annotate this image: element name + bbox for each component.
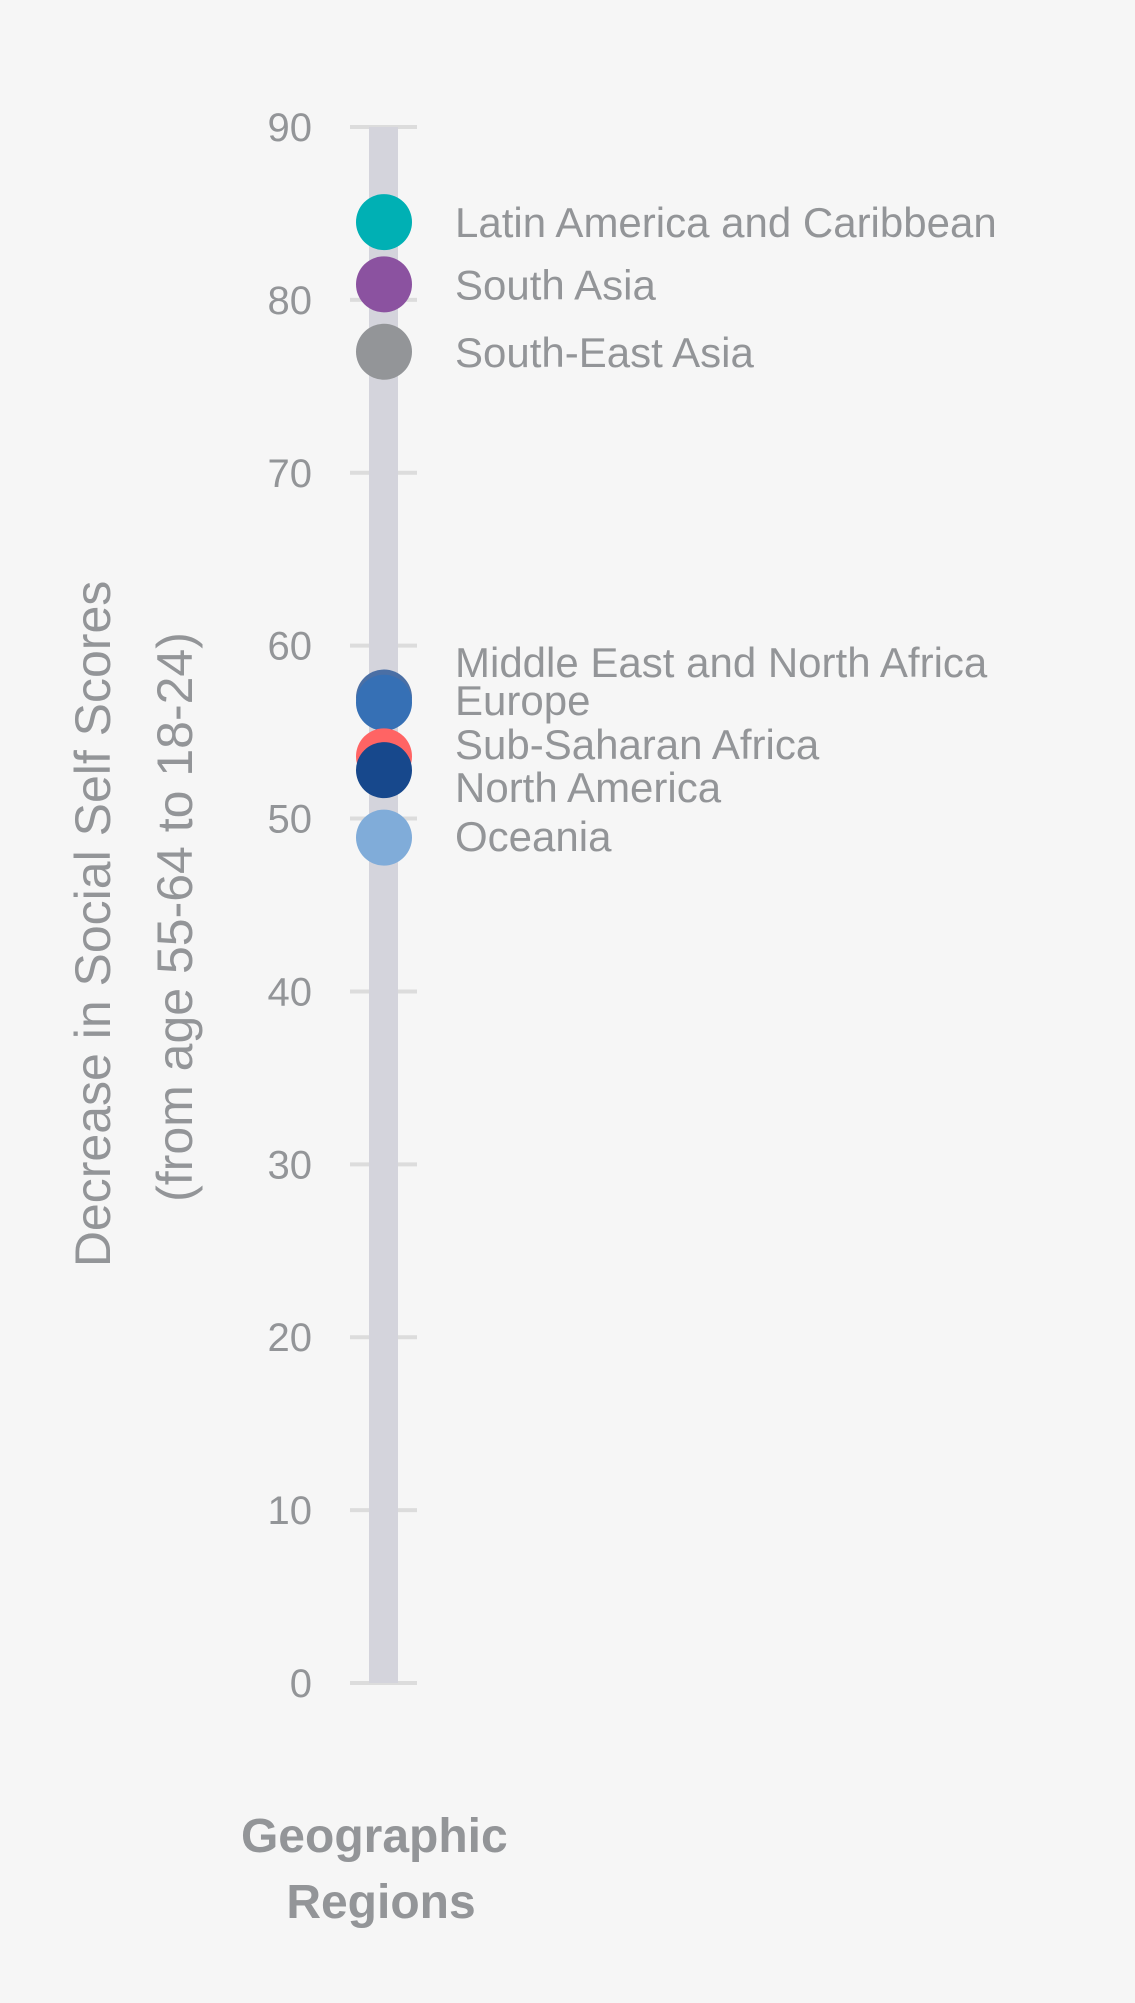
y-tick-label: 80 <box>268 279 313 323</box>
y-tick-label: 20 <box>268 1316 313 1360</box>
y-axis-title-line-2: (from age 55-64 to 18-24) <box>147 632 203 1202</box>
point-label: North America <box>455 764 722 811</box>
y-tick-label: 90 <box>268 106 313 150</box>
y-tick-label: 30 <box>268 1143 313 1187</box>
y-tick-label: 60 <box>268 625 313 669</box>
point-label: Latin America and Caribbean <box>455 199 997 246</box>
point-label: Middle East and North Africa <box>455 639 988 686</box>
x-axis-title-line-1: Geographic <box>241 1810 508 1863</box>
y-axis-title: Decrease in Social Self Scores (from age… <box>65 567 203 1267</box>
x-axis-title: Geographic Regions <box>241 1810 521 1929</box>
point-label: Sub-Saharan Africa <box>455 721 820 768</box>
x-axis-title-line-2: Regions <box>286 1876 475 1929</box>
data-point-europe <box>356 674 412 731</box>
data-point-oceania <box>356 809 412 866</box>
point-label: South Asia <box>455 261 656 308</box>
category-track-bar <box>369 127 398 1683</box>
data-point-south-asia <box>356 256 412 313</box>
point-label: Europe <box>455 677 590 724</box>
point-label: Oceania <box>455 813 612 860</box>
point-label: South-East Asia <box>455 329 754 376</box>
data-points <box>356 194 412 866</box>
y-tick-label: 50 <box>268 798 313 842</box>
point-labels: Latin America and Caribbean South Asia Sou… <box>455 199 997 860</box>
y-axis: 0 10 20 30 40 50 60 70 80 90 <box>268 106 417 1706</box>
data-point-latin-america-and-caribbean <box>356 194 412 251</box>
y-tick-label: 10 <box>268 1489 313 1533</box>
y-tick-label: 70 <box>268 452 313 496</box>
y-tick-label: 40 <box>268 970 313 1014</box>
y-tick-label: 0 <box>290 1662 312 1706</box>
data-point-north-america <box>356 742 412 799</box>
y-axis-title-line-1: Decrease in Social Self Scores <box>65 581 121 1267</box>
data-point-south-east-asia <box>356 323 412 380</box>
